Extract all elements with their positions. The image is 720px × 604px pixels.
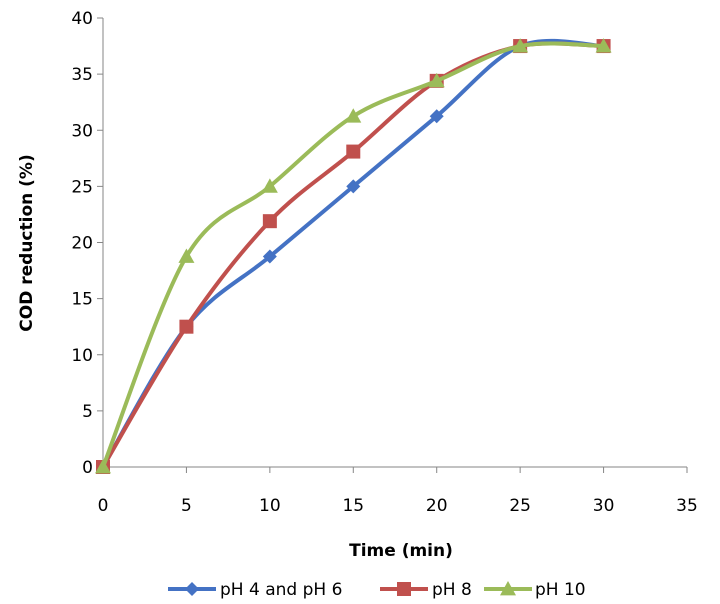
data-point — [345, 108, 362, 123]
legend-marker — [500, 581, 516, 596]
legend-entry: pH 4 and pH 6 — [168, 580, 342, 600]
y-axis-title: COD reduction (%) — [17, 154, 37, 331]
data-point — [262, 214, 277, 229]
legend: pH 4 and pH 6 pH 8 pH 10 — [168, 580, 586, 600]
data-point — [512, 38, 529, 53]
series-1 — [96, 38, 611, 474]
y-tick-label: 35 — [71, 65, 93, 85]
legend-entry: pH 10 — [484, 580, 586, 600]
y-tick-label: 30 — [71, 121, 93, 141]
legend-label: pH 10 — [535, 580, 586, 600]
y-tick-label: 0 — [82, 458, 93, 478]
legend-marker — [185, 582, 199, 596]
axes: 0 5 10 15 20 25 30 35 40 0 5 10 15 20 25 30 35 — [71, 9, 697, 516]
y-tick-label: 10 — [71, 346, 93, 366]
x-tick-label: 25 — [509, 496, 531, 516]
series-3 — [95, 38, 612, 474]
data-point — [346, 179, 361, 194]
x-tick-label: 20 — [426, 496, 448, 516]
x-tick-label: 35 — [676, 496, 698, 516]
x-axis-title: Time (min) — [349, 541, 453, 561]
series-line — [101, 41, 606, 469]
series-line — [101, 38, 606, 469]
data-point — [179, 319, 194, 334]
x-tick-label: 30 — [593, 496, 615, 516]
data-point — [429, 109, 444, 124]
legend-entry: pH 8 — [380, 580, 472, 600]
legend-label: pH 8 — [432, 580, 472, 600]
data-point — [595, 38, 612, 53]
legend-marker — [397, 582, 411, 596]
series-2 — [96, 39, 611, 474]
data-point — [262, 249, 277, 264]
y-tick-label: 25 — [71, 177, 93, 197]
data-point — [95, 459, 111, 474]
y-tick-label: 20 — [71, 234, 93, 254]
x-tick-label: 15 — [342, 496, 364, 516]
y-tick-label: 40 — [71, 9, 93, 29]
x-tick-label: 5 — [181, 496, 192, 516]
x-tick-label: 10 — [259, 496, 281, 516]
data-point — [178, 248, 195, 263]
y-tick-label: 5 — [82, 402, 93, 422]
series-layer — [95, 38, 612, 474]
data-point — [428, 72, 445, 88]
data-point — [346, 144, 361, 159]
legend-label: pH 4 and pH 6 — [220, 580, 342, 600]
series-line — [101, 41, 606, 469]
y-tick-label: 15 — [71, 290, 93, 310]
data-point — [261, 178, 278, 193]
x-tick-label: 0 — [98, 496, 109, 516]
